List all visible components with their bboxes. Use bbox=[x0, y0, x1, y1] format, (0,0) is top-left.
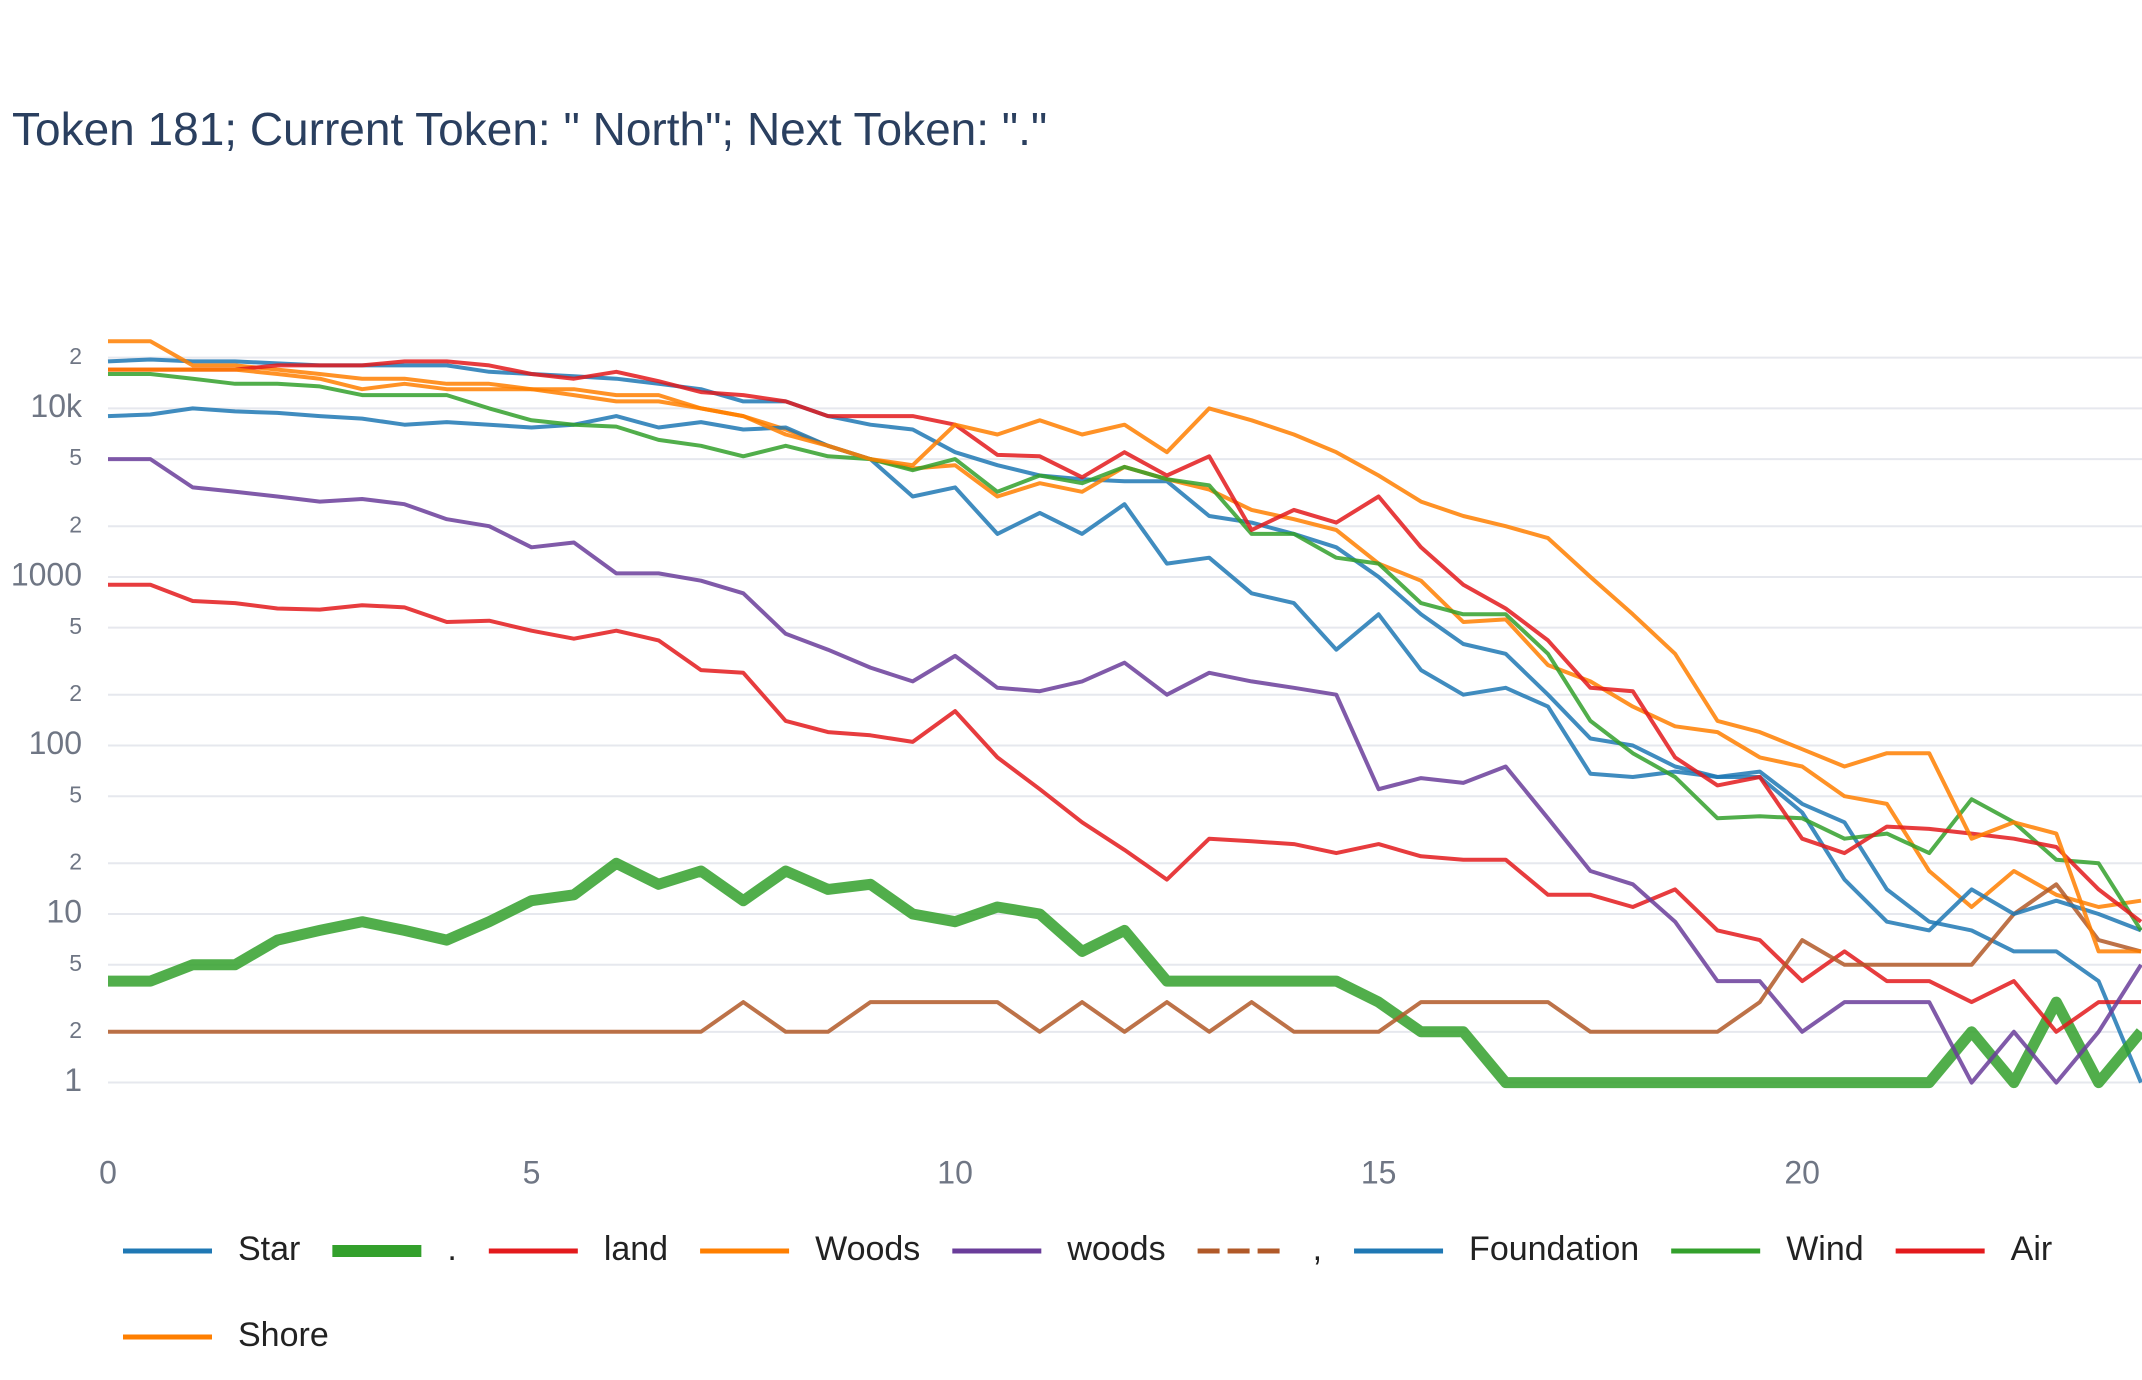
legend-item: Foundation bbox=[1354, 1230, 1639, 1268]
series-line bbox=[108, 582, 2141, 1034]
legend-item: Star bbox=[123, 1230, 300, 1268]
legend-label: Wind bbox=[1786, 1230, 1863, 1268]
legend-label: land bbox=[604, 1230, 668, 1268]
series-line bbox=[108, 857, 2142, 1089]
legend-item: , bbox=[1197, 1230, 1322, 1268]
legend-label: woods bbox=[1066, 1230, 1165, 1268]
series-line bbox=[108, 372, 2142, 932]
y-tick-label: 10k bbox=[30, 388, 83, 424]
series-line bbox=[108, 882, 2142, 1034]
lines bbox=[107, 339, 2142, 1089]
y-tick-label: 2 bbox=[69, 343, 82, 369]
grid bbox=[108, 356, 2142, 1084]
x-tick-label: 10 bbox=[937, 1154, 973, 1190]
y-tick-label: 2 bbox=[69, 511, 82, 537]
y-tick-label: 2 bbox=[69, 1017, 82, 1043]
legend: Star. land Woods woods, Foundation Wind Air Sho… bbox=[123, 1230, 2052, 1354]
legend-item: Woods bbox=[700, 1230, 920, 1268]
y-tick-label: 5 bbox=[69, 444, 82, 470]
legend-label: Woods bbox=[815, 1230, 920, 1268]
y-tick-label: 5 bbox=[69, 613, 82, 639]
y-tick-label: 10 bbox=[46, 893, 82, 929]
y-tick-label: 5 bbox=[69, 781, 82, 807]
x-tick-label: 5 bbox=[523, 1154, 541, 1190]
legend-item: Air bbox=[1895, 1230, 2053, 1268]
legend-item: woods bbox=[952, 1230, 1166, 1268]
y-tick-label: 1 bbox=[64, 1062, 82, 1098]
legend-label: Shore bbox=[238, 1316, 329, 1354]
legend-label: , bbox=[1313, 1230, 1322, 1268]
legend-label: Air bbox=[2011, 1230, 2053, 1268]
legend-label: Foundation bbox=[1469, 1230, 1639, 1268]
legend-item: Shore bbox=[123, 1316, 329, 1354]
legend-item: . bbox=[332, 1230, 457, 1268]
x-tick-label: 15 bbox=[1361, 1154, 1397, 1190]
series-line bbox=[108, 457, 2142, 1085]
x-tick-label: 0 bbox=[99, 1154, 117, 1190]
legend-label: . bbox=[447, 1230, 456, 1268]
y-tick-label: 1000 bbox=[11, 556, 82, 592]
series-line bbox=[108, 367, 2141, 954]
y-tick-label: 2 bbox=[69, 848, 82, 874]
x-tick-label: 20 bbox=[1784, 1154, 1820, 1190]
legend-item: Wind bbox=[1671, 1230, 1864, 1268]
y-tick-label: 100 bbox=[29, 725, 82, 761]
y-tick-label: 2 bbox=[69, 680, 82, 706]
legend-item: land bbox=[488, 1230, 668, 1268]
legend-label: Star bbox=[238, 1230, 300, 1268]
series-line bbox=[107, 357, 2142, 1084]
series-line bbox=[107, 406, 2142, 933]
y-tick-label: 5 bbox=[69, 950, 82, 976]
series-line bbox=[108, 359, 2142, 924]
chart-title: Token 181; Current Token: " North"; Next… bbox=[12, 103, 1047, 155]
